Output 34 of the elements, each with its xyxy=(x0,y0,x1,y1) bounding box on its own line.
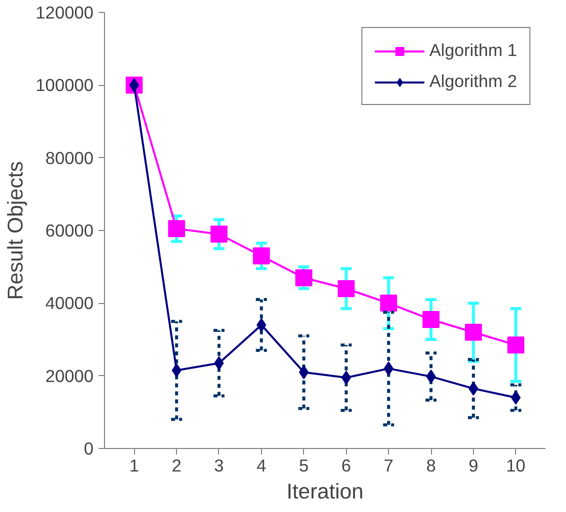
x-axis-title: Iteration xyxy=(286,480,364,504)
x-tick-label: 3 xyxy=(214,456,224,476)
x-tick-label: 7 xyxy=(384,456,394,476)
x-tick-label: 2 xyxy=(172,456,182,476)
x-tick-label: 6 xyxy=(341,456,352,476)
y-tick-label: 40000 xyxy=(45,293,94,314)
x-tick-label: 4 xyxy=(256,456,267,476)
point xyxy=(341,370,352,385)
x-tick-label: 10 xyxy=(506,456,526,476)
point xyxy=(168,220,186,238)
x-tick-label: 1 xyxy=(129,456,140,476)
point xyxy=(129,78,140,92)
point xyxy=(295,269,312,286)
legend-label: Algorithm 2 xyxy=(429,71,517,92)
point xyxy=(252,247,270,264)
point xyxy=(298,365,309,380)
point xyxy=(510,390,521,405)
x-tick-label: 9 xyxy=(468,456,478,476)
point xyxy=(422,311,440,328)
y-tick-label: 100000 xyxy=(36,75,94,96)
y-tick-label: 80000 xyxy=(45,148,94,168)
y-tick-label: 20000 xyxy=(45,366,94,386)
point xyxy=(210,226,228,243)
point xyxy=(338,280,355,298)
y-tick-label: 0 xyxy=(84,438,94,458)
y-axis-title: Result Objects xyxy=(4,161,28,300)
x-tick-label: 8 xyxy=(426,456,436,476)
point xyxy=(380,294,398,312)
legend-label: Algorithm 1 xyxy=(429,40,517,61)
y-tick-label: 120000 xyxy=(36,2,94,22)
point xyxy=(464,324,482,341)
x-tick-label: 5 xyxy=(298,456,309,476)
point xyxy=(507,336,524,354)
y-tick-label: 60000 xyxy=(45,220,94,240)
